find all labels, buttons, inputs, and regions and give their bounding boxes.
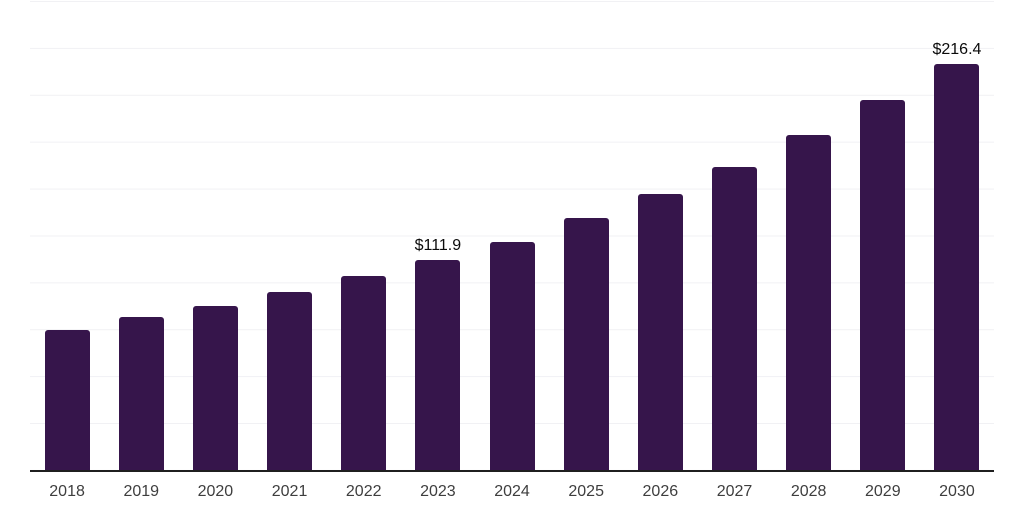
x-axis-labels: 2018 2019 2020 2021 2022 2023 2024 2025 2026 2027… <box>30 481 994 503</box>
x-tick-label-2023: 2023 <box>420 483 456 500</box>
bars-container: $111.9 $216.4 <box>30 1 994 470</box>
bar-band-2027 <box>697 1 771 470</box>
bar-2018 <box>44 329 90 470</box>
bar-2029 <box>860 100 906 470</box>
data-label-2030: $216.4 <box>932 41 982 59</box>
x-tick-label-2021: 2021 <box>271 483 308 500</box>
bar-band-2018 <box>30 1 104 470</box>
bar-2021 <box>267 292 313 470</box>
bar-2026 <box>637 194 683 470</box>
bar-band-2026 <box>623 1 697 470</box>
x-tick-label-2019: 2019 <box>123 483 160 500</box>
bar-band-2022 <box>327 1 401 470</box>
x-tick-label-2027: 2027 <box>716 483 753 500</box>
x-tick-label-2029: 2029 <box>865 483 901 500</box>
bar-band-2028 <box>772 1 846 470</box>
bar-band-2023: $111.9 <box>401 1 475 470</box>
x-tick-label-2026: 2026 <box>642 483 679 500</box>
x-tick-label-2028: 2028 <box>790 483 827 500</box>
bar-2024 <box>489 241 535 470</box>
bar-2027 <box>711 167 757 470</box>
x-tick-label-2018: 2018 <box>49 483 85 500</box>
plot-area: $111.9 $216.4 <box>30 1 994 472</box>
bar-2020 <box>192 305 238 470</box>
bar-2019 <box>118 317 164 470</box>
x-tick-label-2030: 2030 <box>939 483 975 500</box>
bar-2023: $111.9 <box>415 237 461 470</box>
x-tick-label-2022: 2022 <box>345 483 382 500</box>
bar-2028 <box>786 134 832 470</box>
bar-band-2020 <box>178 1 252 470</box>
bar-band-2029 <box>846 1 920 470</box>
bar-band-2019 <box>104 1 178 470</box>
bar-2025 <box>563 217 609 470</box>
x-tick-label-2024: 2024 <box>494 483 530 500</box>
x-tick-label-2025: 2025 <box>568 483 604 500</box>
bar-band-2021 <box>252 1 326 470</box>
bar-2022 <box>341 275 387 470</box>
bar-band-2025 <box>549 1 623 470</box>
data-label-2023: $111.9 <box>414 237 462 255</box>
bar-2030: $216.4 <box>932 41 981 470</box>
bar-band-2024 <box>475 1 549 470</box>
bar-band-2030: $216.4 <box>920 1 994 470</box>
x-tick-label-2020: 2020 <box>197 483 234 500</box>
